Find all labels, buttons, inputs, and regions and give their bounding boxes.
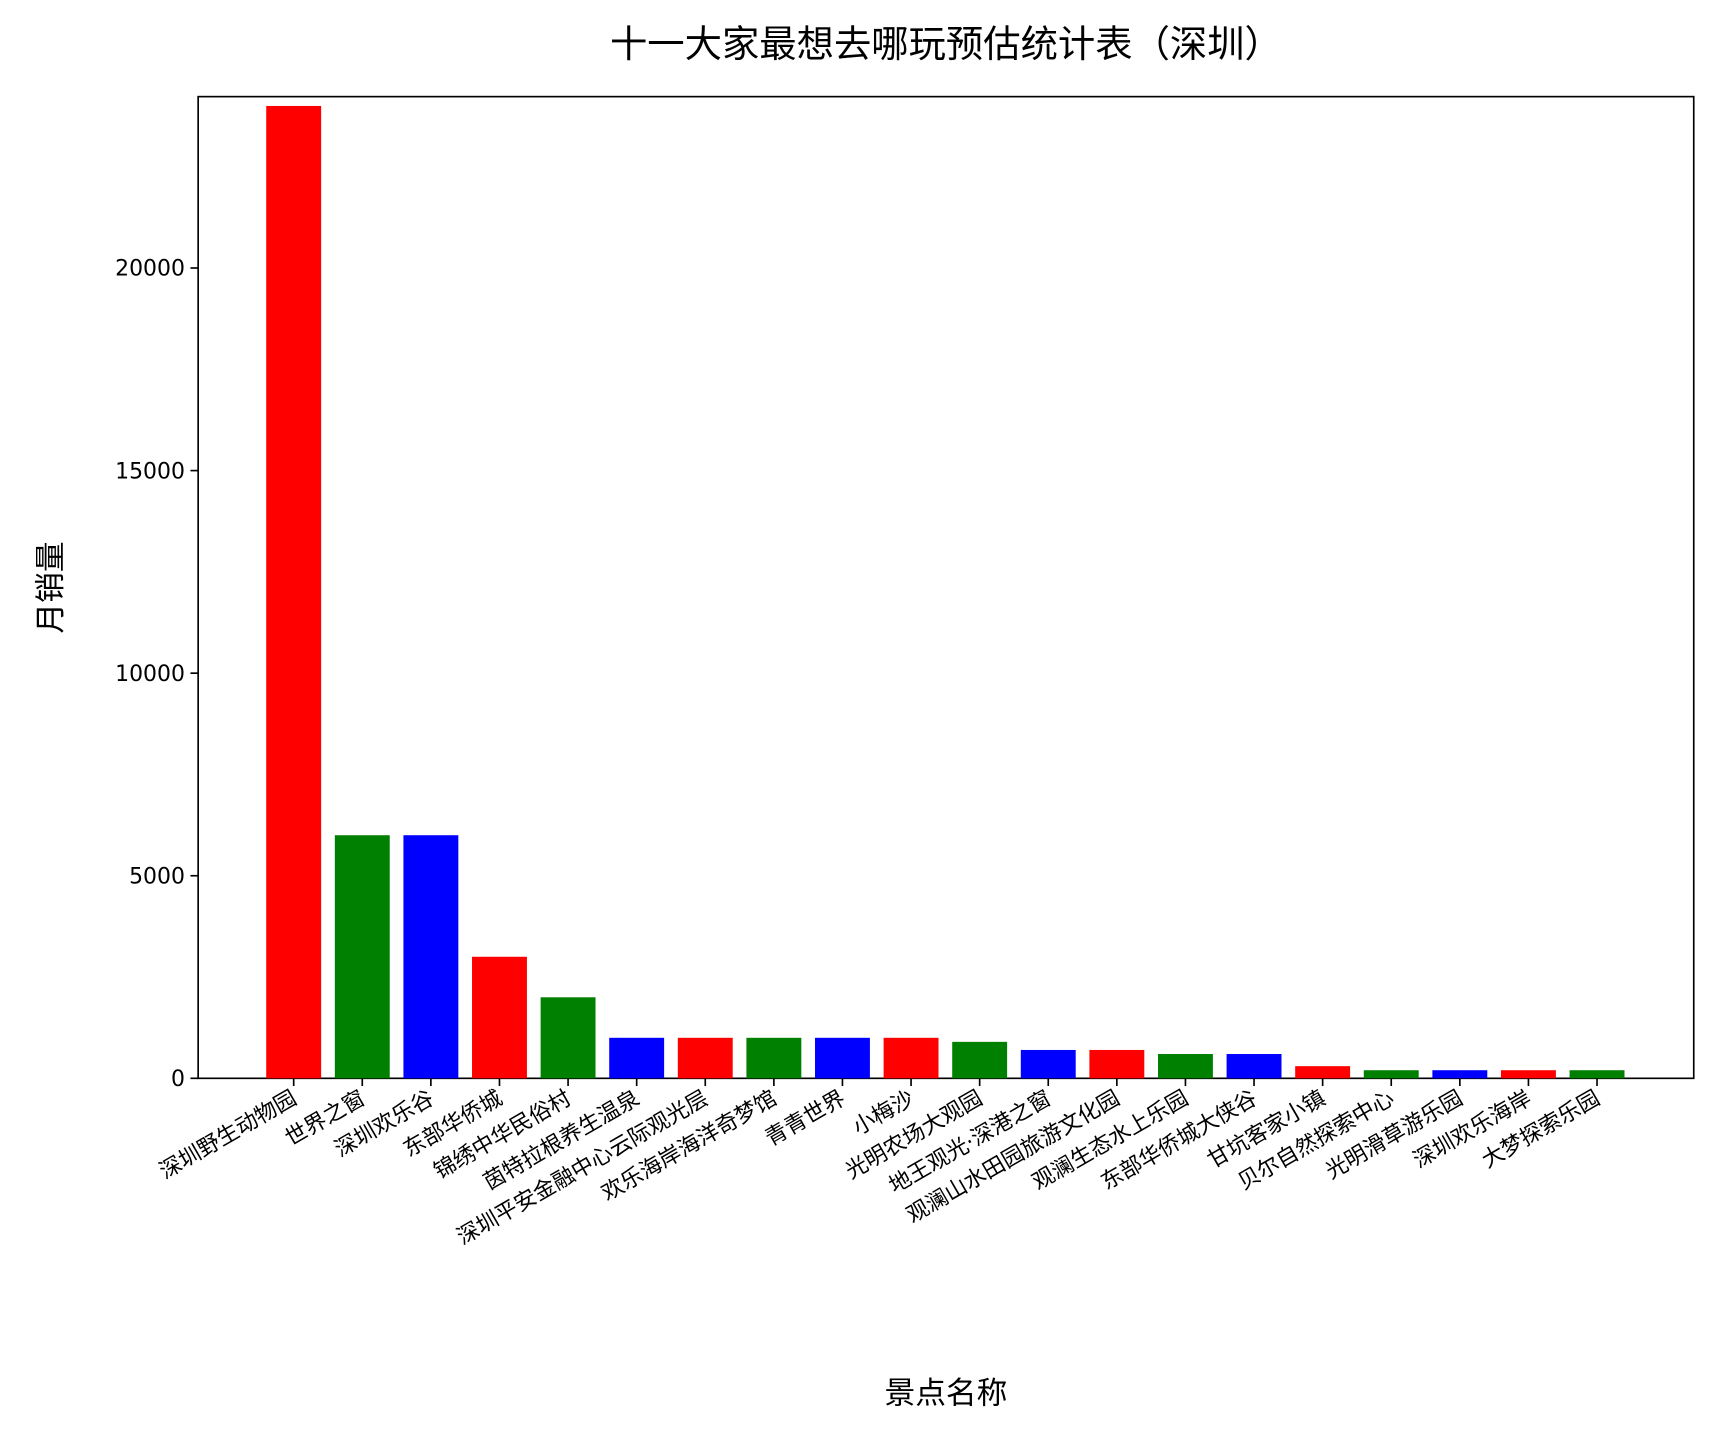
- x-axis-label: 景点名称: [884, 1375, 1007, 1411]
- chart-title: 十一大家最想去哪玩预估统计表（深圳）: [610, 22, 1282, 66]
- bar: [1226, 1054, 1282, 1079]
- bar: [472, 956, 527, 1079]
- plot-frame: [197, 95, 1695, 1080]
- y-tick-label: 0: [171, 1067, 185, 1092]
- bar: [266, 105, 322, 1079]
- bar: [1157, 1054, 1213, 1079]
- bar: [883, 1037, 939, 1079]
- x-tick-label: 深圳野生动物园: [155, 1086, 301, 1184]
- y-tick-label: 20000: [115, 257, 185, 282]
- y-tick-label: 10000: [115, 662, 185, 687]
- bar: [1363, 1070, 1419, 1079]
- bar: [677, 1037, 733, 1079]
- x-tick-label: 青青世界: [761, 1086, 850, 1152]
- bar: [1020, 1049, 1076, 1079]
- bar: [403, 835, 459, 1079]
- bar: [1089, 1049, 1145, 1079]
- bar: [952, 1041, 1008, 1079]
- bar: [540, 997, 596, 1079]
- bar: [746, 1037, 802, 1079]
- bar: [1432, 1070, 1488, 1079]
- bar: [1569, 1070, 1625, 1079]
- bar: [334, 835, 390, 1079]
- y-tick-label: 5000: [129, 864, 185, 889]
- bar: [815, 1037, 870, 1079]
- y-axis-label: 月销量: [33, 541, 69, 633]
- y-tick-label: 15000: [115, 459, 185, 484]
- bar: [1295, 1066, 1351, 1079]
- bar: [609, 1037, 665, 1079]
- bar: [1500, 1070, 1556, 1079]
